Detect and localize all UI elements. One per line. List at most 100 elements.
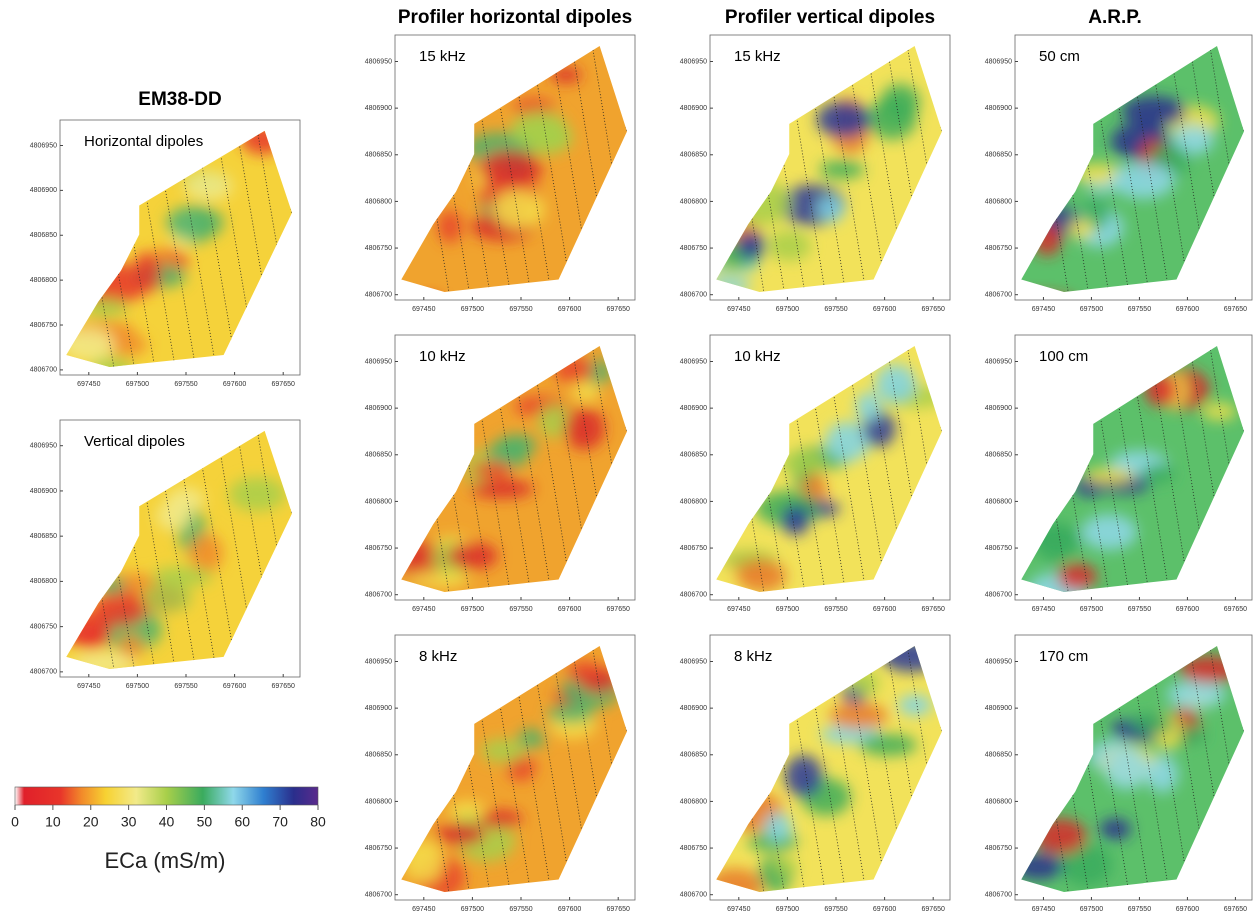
anomaly [470,479,534,498]
x-tick-label: 697650 [922,306,945,313]
y-tick-label: 4806800 [680,198,707,205]
y-tick-label: 4806850 [30,533,57,540]
anomaly [437,210,462,243]
y-tick-label: 4806700 [365,292,392,299]
x-tick-label: 697550 [824,306,847,313]
map-panel: 15 kHz6974506975006975506976006976504806… [365,35,654,314]
x-tick-label: 697600 [223,683,246,690]
y-tick-label: 4806700 [365,892,392,899]
x-tick-label: 697600 [873,606,896,613]
y-tick-label: 4806800 [365,198,392,205]
y-tick-label: 4806900 [985,405,1012,412]
x-tick-label: 697450 [727,306,750,313]
y-tick-label: 4806700 [365,592,392,599]
anomaly [819,160,865,179]
x-tick-label: 697600 [558,606,581,613]
anomaly [471,461,512,478]
anomaly [1142,463,1176,483]
x-tick-label: 697650 [922,906,945,913]
y-tick-label: 4806750 [680,845,707,852]
anomaly [875,364,916,402]
y-tick-label: 4806950 [30,443,57,450]
y-tick-label: 4806850 [30,232,57,239]
y-tick-label: 4806900 [680,105,707,112]
colorbar-tick-label: 30 [121,814,137,830]
y-tick-label: 4806850 [365,752,392,759]
y-tick-label: 4806950 [985,658,1012,665]
x-tick-label: 697550 [174,381,197,388]
y-tick-label: 4806800 [365,798,392,805]
y-tick-label: 4806750 [680,545,707,552]
x-tick-label: 697450 [1032,906,1055,913]
colorbar-tick-label: 60 [234,814,250,830]
y-tick-label: 4806800 [365,498,392,505]
y-tick-label: 4806750 [985,245,1012,252]
x-tick-label: 697650 [1224,306,1247,313]
anomaly [817,196,845,222]
anomaly [493,190,545,229]
y-tick-label: 4806700 [985,592,1012,599]
x-tick-label: 697500 [1080,906,1103,913]
colorbar-tick-label: 20 [83,814,99,830]
x-tick-label: 697500 [1080,606,1103,613]
anomaly [133,252,161,294]
x-tick-label: 697450 [1032,606,1055,613]
y-tick-label: 4806750 [365,545,392,552]
colorbar [15,787,318,805]
x-tick-label: 697550 [509,606,532,613]
x-tick-label: 697650 [607,306,630,313]
anomaly [737,560,786,593]
y-tick-label: 4806950 [680,58,707,65]
y-tick-label: 4806850 [680,752,707,759]
colorbar-tick-label: 0 [11,814,19,830]
y-tick-label: 4806700 [680,592,707,599]
anomaly [166,206,223,240]
anomaly [511,111,568,149]
y-tick-label: 4806700 [30,367,57,374]
y-tick-label: 4806850 [680,452,707,459]
anomaly [547,705,595,722]
y-tick-label: 4806950 [365,358,392,365]
y-tick-label: 4806700 [680,892,707,899]
y-tick-label: 4806800 [985,498,1012,505]
y-tick-label: 4806850 [985,152,1012,159]
x-tick-label: 697500 [1080,306,1103,313]
anomaly [785,755,823,797]
x-tick-label: 697600 [558,306,581,313]
x-tick-label: 697500 [461,906,484,913]
y-tick-label: 4806750 [30,623,57,630]
panel-label: 8 kHz [734,648,772,665]
anomaly [1084,468,1134,484]
anomaly [479,810,522,828]
anomaly [1068,220,1095,239]
x-tick-label: 697500 [126,683,149,690]
y-tick-label: 4806950 [985,358,1012,365]
x-tick-label: 697450 [1032,306,1055,313]
y-tick-label: 4806850 [365,452,392,459]
x-tick-label: 697550 [824,606,847,613]
anomaly [1100,818,1131,839]
colorbar-tick-label: 70 [272,814,288,830]
anomaly [781,507,809,536]
panel-label: 15 kHz [734,48,781,65]
anomaly [498,434,537,456]
anomaly [567,661,602,684]
x-tick-label: 697550 [1128,306,1151,313]
figure: ECa (mS/m) EM38-DDHorizontal dipoles6974… [0,0,1255,916]
panel-label: 50 cm [1039,48,1080,65]
panel-label: 15 kHz [419,48,466,65]
y-tick-label: 4806950 [680,358,707,365]
x-tick-label: 697450 [77,381,100,388]
y-tick-label: 4806950 [30,142,57,149]
panel-label: 170 cm [1039,648,1088,665]
x-tick-label: 697650 [607,606,630,613]
x-tick-label: 697550 [509,306,532,313]
anomaly [1167,680,1226,708]
y-tick-label: 4806900 [680,405,707,412]
anomaly [1122,96,1186,127]
x-tick-label: 697450 [77,683,100,690]
y-tick-label: 4806800 [680,798,707,805]
